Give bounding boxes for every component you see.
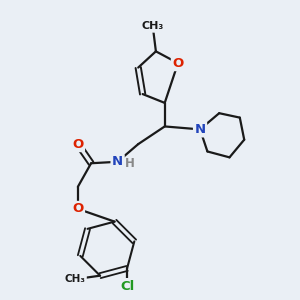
Text: CH₃: CH₃ <box>64 274 86 284</box>
Text: O: O <box>72 202 83 215</box>
Text: O: O <box>72 138 83 151</box>
Text: N: N <box>194 123 206 136</box>
Text: N: N <box>112 155 123 168</box>
Text: Cl: Cl <box>120 280 134 292</box>
Text: H: H <box>125 157 135 170</box>
Text: O: O <box>172 57 184 70</box>
Text: CH₃: CH₃ <box>142 21 164 31</box>
